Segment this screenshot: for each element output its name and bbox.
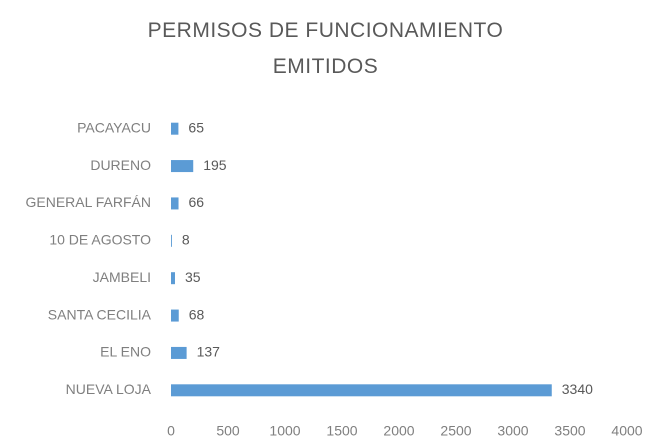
x-tick-label: 2500 <box>440 423 471 439</box>
value-label: 66 <box>189 194 205 210</box>
value-label: 68 <box>189 306 205 322</box>
x-tick-label: 4000 <box>611 423 642 439</box>
x-tick-label: 1000 <box>269 423 300 439</box>
x-tick-label: 1500 <box>326 423 357 439</box>
title-box: PERMISOS DE FUNCIONAMIENTO EMITIDOS <box>0 13 651 85</box>
y-tick-label: NUEVA LOJA <box>66 381 152 397</box>
y-tick-label: 10 DE AGOSTO <box>49 232 151 248</box>
bar <box>171 197 179 210</box>
bar <box>171 122 179 135</box>
x-tick-label: 3500 <box>554 423 585 439</box>
bar <box>171 384 552 397</box>
y-tick-label: EL ENO <box>100 344 151 360</box>
value-label: 35 <box>185 269 201 285</box>
y-tick-label: JAMBELI <box>93 269 151 285</box>
value-label: 65 <box>188 119 204 135</box>
bar <box>171 309 179 322</box>
x-tick-label: 2000 <box>383 423 414 439</box>
bar <box>171 346 187 359</box>
chart-title: PERMISOS DE FUNCIONAMIENTO EMITIDOS <box>147 19 504 78</box>
x-tick-label: 3000 <box>497 423 528 439</box>
value-label: 8 <box>182 232 190 248</box>
value-label: 3340 <box>562 381 593 397</box>
bar <box>171 160 194 173</box>
y-tick-label: SANTA CECILIA <box>48 306 152 322</box>
value-label: 195 <box>203 157 227 173</box>
bar <box>171 272 175 285</box>
y-tick-label: GENERAL FARFÁN <box>25 194 151 210</box>
x-tick-label: 500 <box>216 423 240 439</box>
value-label: 137 <box>197 344 221 360</box>
y-tick-label: DURENO <box>90 157 151 173</box>
x-tick-label: 0 <box>167 423 175 439</box>
y-tick-label: PACAYACU <box>77 119 151 135</box>
bar <box>171 234 172 247</box>
